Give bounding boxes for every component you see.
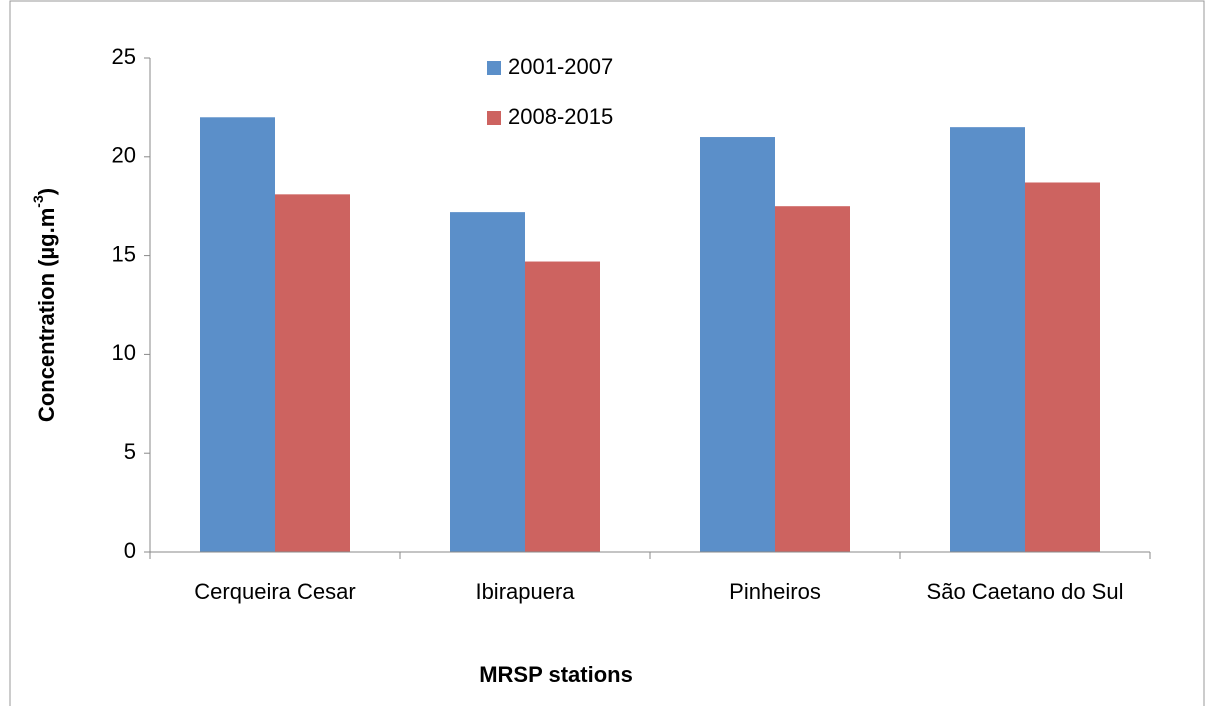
bar <box>1025 182 1100 552</box>
bar <box>275 194 350 552</box>
frame <box>9 0 1205 706</box>
x-axis-label: MRSP stations <box>479 662 633 687</box>
y-tick-label: 20 <box>112 143 136 168</box>
bar <box>200 117 275 552</box>
bar <box>700 137 775 553</box>
legend-label: 2008-2015 <box>508 104 613 129</box>
y-tick-label: 0 <box>124 538 136 563</box>
legend-swatch <box>487 111 501 125</box>
y-axis-label-text: Concentration (µg.m <box>34 208 59 422</box>
bar <box>775 206 850 552</box>
y-tick-label: 5 <box>124 439 136 464</box>
x-tick-label: Ibirapuera <box>475 579 575 604</box>
bar <box>950 127 1025 552</box>
bar <box>450 212 525 553</box>
y-tick-label: 15 <box>112 241 136 266</box>
y-tick-label: 25 <box>112 44 136 69</box>
x-tick-label: São Caetano do Sul <box>926 579 1124 604</box>
y-tick-label: 10 <box>112 340 136 365</box>
legend-label: 2001-2007 <box>508 54 613 79</box>
legend-swatch <box>487 61 501 75</box>
x-tick-label: Cerqueira Cesar <box>194 579 356 604</box>
y-axis-label-sup: -3 <box>30 195 46 208</box>
y-axis-label: Concentration (µg.m-3) <box>30 188 59 422</box>
bar <box>525 261 600 552</box>
y-axis-label-after: ) <box>34 188 59 195</box>
x-tick-label: Pinheiros <box>729 579 821 604</box>
